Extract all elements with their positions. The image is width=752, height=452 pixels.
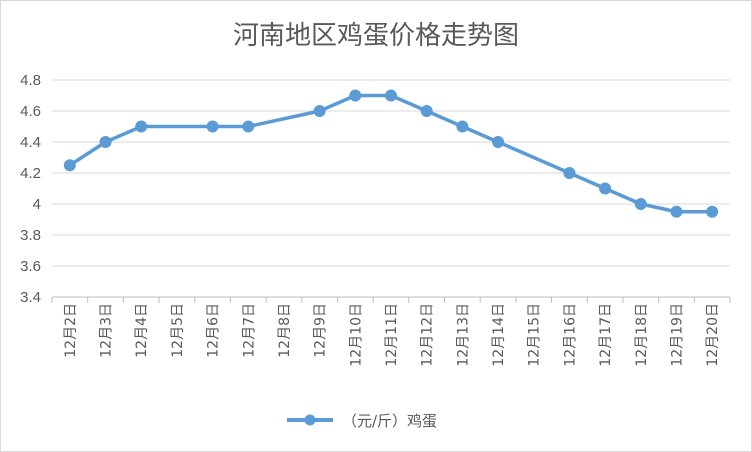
- data-point: [385, 89, 397, 102]
- x-tick-label: 12月18日: [634, 303, 650, 367]
- x-tick-label: 12月3日: [99, 303, 115, 358]
- data-point: [313, 105, 326, 117]
- gridlines: [52, 79, 730, 267]
- data-point: [634, 198, 647, 210]
- x-tick-label: 12月9日: [313, 303, 329, 358]
- y-tick-label: 3.8: [20, 227, 41, 244]
- x-tick-label: 12月19日: [669, 303, 685, 367]
- y-tick-label: 3.4: [20, 289, 41, 306]
- x-tick-label: 12月16日: [562, 303, 578, 367]
- x-tick-label: 12月10日: [348, 303, 364, 367]
- data-point: [599, 182, 612, 195]
- data-point: [206, 120, 219, 133]
- series-line-path: [68, 93, 713, 214]
- x-tick-label: 12月5日: [170, 303, 186, 358]
- x-axis: 12月2日 12月3日 12月4日 12月5日 12月6日 12月7日 12月8日 12月9日…: [51, 296, 731, 367]
- x-tick-label: 12月20日: [705, 303, 721, 367]
- x-tick-label: 12月14日: [491, 303, 507, 367]
- x-tick-label: 12月11日: [384, 303, 400, 367]
- data-point: [420, 105, 433, 117]
- data-point: [670, 205, 683, 218]
- legend-label: （元/斤）鸡蛋: [342, 412, 437, 430]
- y-tick-label: 4.4: [20, 134, 41, 151]
- data-point: [563, 167, 576, 179]
- series-line: [63, 89, 719, 218]
- y-tick-label: 4: [33, 196, 41, 213]
- legend-point-marker: [304, 414, 316, 426]
- data-point: [349, 89, 362, 102]
- legend: （元/斤）鸡蛋: [287, 412, 437, 430]
- x-tick-label: 12月6日: [206, 303, 222, 358]
- x-tick-label: 12月15日: [527, 303, 543, 367]
- y-tick-label: 4.8: [20, 72, 41, 89]
- data-point: [63, 159, 76, 172]
- x-tick-label: 12月17日: [598, 303, 614, 367]
- y-tick-label: 4.6: [20, 103, 41, 120]
- data-point: [706, 205, 719, 218]
- data-point: [242, 120, 255, 133]
- y-tick-label: 3.6: [20, 258, 41, 275]
- data-point: [135, 120, 148, 133]
- data-point: [456, 120, 469, 133]
- y-tick-label: 4.2: [20, 165, 41, 182]
- y-axis-ticks: 3.4 3.6 3.8 4 4.2 4.4 4.6 4.8: [20, 72, 41, 306]
- x-tick-label: 12月8日: [277, 303, 293, 358]
- data-point: [99, 136, 112, 148]
- data-point: [492, 136, 505, 148]
- x-tick-label: 12月7日: [241, 303, 257, 358]
- x-tick-label: 12月4日: [134, 303, 150, 358]
- x-tick-label: 12月12日: [420, 303, 436, 367]
- x-tick-label: 12月2日: [63, 303, 79, 358]
- chart-title: 河南地区鸡蛋价格走势图: [233, 21, 519, 51]
- x-tick-label: 12月13日: [455, 303, 471, 367]
